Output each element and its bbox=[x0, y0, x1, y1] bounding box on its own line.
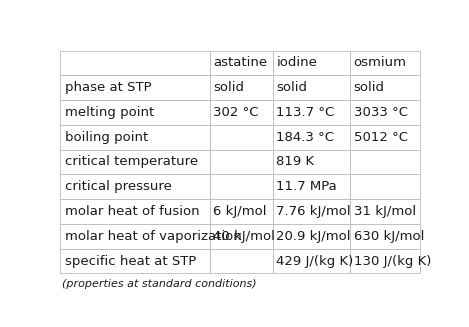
Text: 130 J/(kg K): 130 J/(kg K) bbox=[354, 254, 431, 267]
Bar bbox=[210, 125, 273, 150]
Text: 630 kJ/mol: 630 kJ/mol bbox=[354, 230, 424, 243]
Text: iodine: iodine bbox=[276, 57, 317, 69]
Text: 819 K: 819 K bbox=[276, 155, 315, 168]
Text: molar heat of vaporization: molar heat of vaporization bbox=[65, 230, 242, 243]
Bar bbox=[61, 51, 210, 75]
Bar bbox=[273, 125, 350, 150]
Text: critical pressure: critical pressure bbox=[65, 180, 172, 193]
Bar bbox=[273, 224, 350, 249]
Bar bbox=[350, 100, 420, 125]
Text: 184.3 °C: 184.3 °C bbox=[276, 131, 334, 144]
Text: 5012 °C: 5012 °C bbox=[354, 131, 408, 144]
Text: 429 J/(kg K): 429 J/(kg K) bbox=[276, 254, 354, 267]
Bar bbox=[61, 174, 210, 199]
Text: solid: solid bbox=[213, 81, 244, 94]
Text: 20.9 kJ/mol: 20.9 kJ/mol bbox=[276, 230, 351, 243]
Bar bbox=[210, 150, 273, 174]
Text: 31 kJ/mol: 31 kJ/mol bbox=[354, 205, 416, 218]
Text: 302 °C: 302 °C bbox=[213, 106, 259, 119]
Bar bbox=[61, 249, 210, 273]
Bar bbox=[210, 199, 273, 224]
Text: osmium: osmium bbox=[354, 57, 407, 69]
Text: solid: solid bbox=[276, 81, 307, 94]
Bar bbox=[273, 51, 350, 75]
Bar bbox=[273, 75, 350, 100]
Bar bbox=[61, 199, 210, 224]
Bar bbox=[61, 125, 210, 150]
Text: 40 kJ/mol: 40 kJ/mol bbox=[213, 230, 275, 243]
Bar bbox=[61, 75, 210, 100]
Text: 3033 °C: 3033 °C bbox=[354, 106, 408, 119]
Bar bbox=[350, 51, 420, 75]
Bar bbox=[210, 249, 273, 273]
Bar bbox=[350, 224, 420, 249]
Bar bbox=[61, 224, 210, 249]
Bar bbox=[273, 150, 350, 174]
Text: astatine: astatine bbox=[213, 57, 267, 69]
Bar bbox=[210, 100, 273, 125]
Text: 7.76 kJ/mol: 7.76 kJ/mol bbox=[276, 205, 351, 218]
Bar bbox=[210, 75, 273, 100]
Bar bbox=[350, 75, 420, 100]
Bar bbox=[273, 199, 350, 224]
Bar bbox=[61, 100, 210, 125]
Text: molar heat of fusion: molar heat of fusion bbox=[65, 205, 199, 218]
Bar bbox=[350, 249, 420, 273]
Bar bbox=[350, 150, 420, 174]
Bar bbox=[273, 174, 350, 199]
Bar bbox=[210, 224, 273, 249]
Text: 11.7 MPa: 11.7 MPa bbox=[276, 180, 337, 193]
Text: critical temperature: critical temperature bbox=[65, 155, 198, 168]
Text: (properties at standard conditions): (properties at standard conditions) bbox=[62, 279, 257, 289]
Bar bbox=[210, 51, 273, 75]
Bar bbox=[350, 199, 420, 224]
Bar bbox=[273, 100, 350, 125]
Text: specific heat at STP: specific heat at STP bbox=[65, 254, 196, 267]
Text: phase at STP: phase at STP bbox=[65, 81, 151, 94]
Bar bbox=[210, 174, 273, 199]
Bar bbox=[273, 249, 350, 273]
Text: 6 kJ/mol: 6 kJ/mol bbox=[213, 205, 267, 218]
Bar bbox=[350, 125, 420, 150]
Text: boiling point: boiling point bbox=[65, 131, 148, 144]
Bar bbox=[61, 150, 210, 174]
Bar bbox=[350, 174, 420, 199]
Text: solid: solid bbox=[354, 81, 385, 94]
Text: melting point: melting point bbox=[65, 106, 154, 119]
Text: 113.7 °C: 113.7 °C bbox=[276, 106, 335, 119]
